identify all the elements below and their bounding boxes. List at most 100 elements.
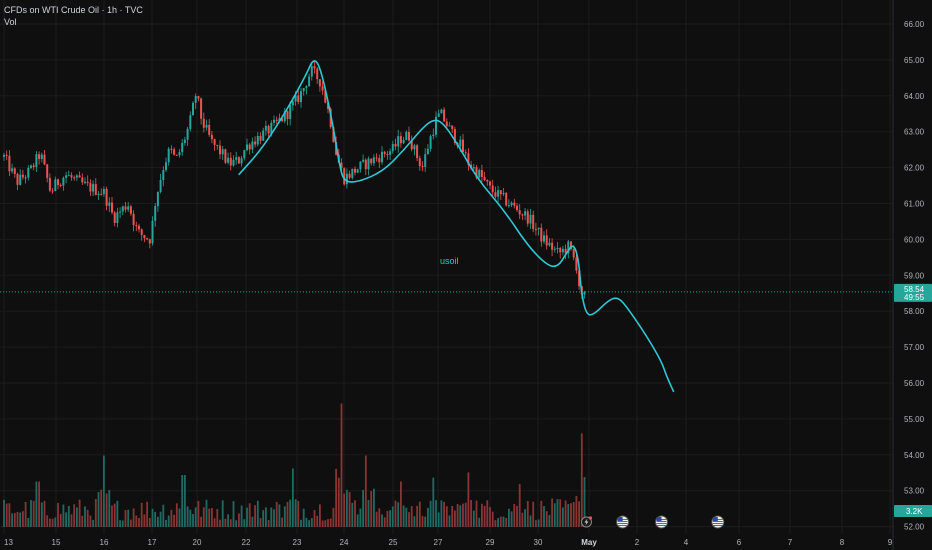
volume-bar: [459, 505, 462, 527]
volume-bar: [265, 507, 267, 527]
candle-body: [205, 124, 208, 128]
volume-bar: [397, 502, 400, 527]
candle-body: [148, 239, 151, 244]
candle-body: [75, 175, 78, 178]
volume-badge: 3.2K: [894, 505, 932, 517]
flag-stripe: [656, 523, 667, 524]
candle-body: [156, 191, 159, 207]
candle-body: [359, 161, 362, 170]
price-badge-bg: [894, 283, 932, 302]
candle-body: [583, 291, 586, 295]
volume-bar: [351, 502, 354, 527]
volume-bar: [32, 500, 35, 527]
volume-bar: [429, 500, 432, 527]
volume-bar: [49, 518, 51, 527]
candle-body: [189, 115, 192, 129]
volume-bar: [275, 501, 278, 527]
candle-body: [462, 139, 464, 153]
y-tick-label: 62.00: [904, 164, 925, 173]
volume-bar: [292, 468, 294, 527]
volume-bars: [3, 403, 586, 527]
candle-body: [386, 153, 389, 155]
candle-body: [572, 249, 575, 258]
volume-bar: [556, 499, 559, 527]
volume-bar: [321, 520, 324, 527]
volume-bar: [394, 500, 397, 527]
volume-bar: [270, 507, 273, 527]
candle-body: [175, 154, 178, 156]
candle-body: [364, 159, 367, 170]
candle-body: [24, 177, 27, 179]
flag-stripe: [712, 523, 723, 524]
volume-bar: [219, 519, 221, 527]
y-axis[interactable]: 66.00 65.00 64.00 63.00 62.00 61.00 60.00 59.00…: [904, 20, 925, 532]
volume-bar: [545, 511, 548, 527]
candle-body: [108, 202, 111, 206]
volume-bar: [211, 508, 213, 527]
candle-body: [105, 188, 108, 206]
volume-bar: [572, 502, 575, 527]
x-tick-label: 8: [840, 538, 845, 547]
volume-bar: [373, 488, 375, 527]
volume-bar: [278, 504, 281, 527]
candle-body: [578, 270, 581, 287]
volume-bar: [391, 506, 394, 527]
candle-body: [132, 213, 135, 226]
volume-bar: [408, 512, 410, 527]
volume-bar: [386, 510, 389, 527]
x-tick-label: 22: [242, 538, 251, 547]
candle-body: [138, 225, 140, 230]
volume-bar: [578, 501, 580, 527]
volume-bar: [543, 506, 545, 527]
volume-badge-bg: [894, 505, 932, 517]
volume-bar: [3, 499, 5, 527]
annotation-label: usoil: [440, 256, 459, 266]
candle-body: [219, 145, 221, 155]
volume-bar: [529, 515, 532, 527]
volume-bar: [548, 514, 551, 527]
candle-body: [202, 118, 205, 128]
volume-bar: [178, 508, 181, 527]
volume-bar: [148, 518, 151, 527]
candle-body: [197, 96, 200, 99]
x-axis[interactable]: 13 15 16 17 20 22 23 24 25 27 29 30 May 2 4 6 7 8 9: [4, 538, 893, 547]
candle-body: [483, 177, 486, 181]
candle-body: [540, 227, 543, 242]
volume-bar: [205, 499, 208, 527]
y-tick-label: 59.00: [904, 271, 925, 280]
candle-body: [294, 95, 297, 102]
volume-indicator-label[interactable]: Vol: [4, 17, 17, 27]
candle-body: [165, 162, 167, 171]
candle-body: [27, 167, 30, 178]
candle-body: [289, 105, 292, 119]
volume-bar: [532, 501, 535, 527]
lightning-glyph: [584, 518, 589, 526]
candle-body: [59, 185, 62, 187]
volume-bar: [402, 505, 405, 527]
candle-body: [499, 190, 502, 195]
volume-bar: [424, 516, 427, 527]
candle-body: [278, 118, 281, 121]
candle-body: [332, 127, 335, 143]
candle-body: [494, 192, 497, 197]
candle-body: [464, 152, 467, 154]
x-tick-label: 25: [389, 538, 398, 547]
candle-body: [116, 212, 119, 223]
x-tick-label: 13: [4, 538, 13, 547]
volume-bar: [521, 512, 524, 527]
candle-body: [472, 167, 475, 169]
candle-body: [556, 247, 559, 249]
volume-bar: [111, 505, 113, 527]
volume-bar: [416, 505, 418, 527]
volume-bar: [437, 512, 440, 527]
candle-body: [232, 159, 235, 166]
x-tick-label: 7: [788, 538, 793, 547]
symbol-title[interactable]: CFDs on WTI Crude Oil · 1h · TVC: [4, 5, 143, 15]
candle-body: [129, 206, 132, 214]
y-tick-label: 63.00: [904, 128, 925, 137]
volume-bar: [89, 515, 92, 527]
volume-bar: [410, 506, 413, 527]
grid: [0, 0, 894, 550]
volume-bar: [540, 500, 543, 527]
